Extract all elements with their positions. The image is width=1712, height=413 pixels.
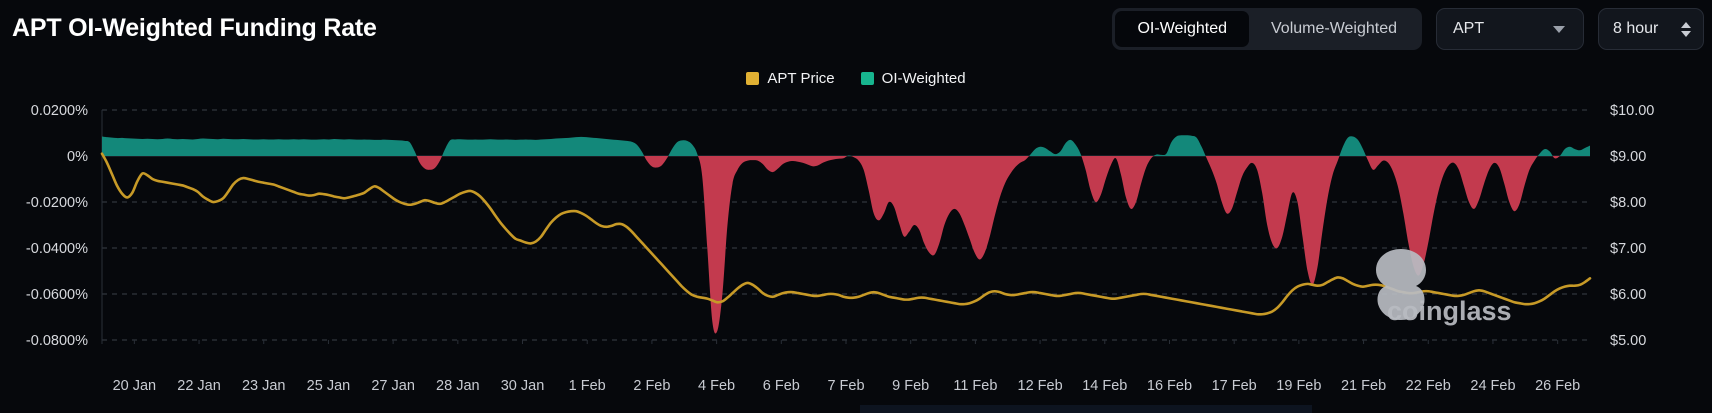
apt-price-line [100,152,1592,316]
horizontal-scroll-strip[interactable] [860,405,1312,413]
x-axis-tick-label: 16 Feb [1147,378,1192,394]
interval-stepper-value: 8 hour [1613,20,1659,37]
x-axis-tick-label: 7 Feb [827,378,864,394]
x-axis-tick-label: 24 Feb [1470,378,1515,394]
header-controls: OI-Weighted Volume-Weighted APT 8 hour [1112,8,1704,50]
x-axis-tick-label: 19 Feb [1276,378,1321,394]
x-axis-tick-label: 22 Feb [1406,378,1451,394]
chevron-down-icon [1553,25,1565,33]
y-axis-tick-label: -0.0400% [26,241,88,257]
y-axis-tick-label: -0.0600% [26,287,88,303]
legend-item-oi-weighted[interactable]: OI-Weighted [860,70,966,87]
x-axis-tick-label: 2 Feb [633,378,670,394]
x-axis-tick-label: 17 Feb [1212,378,1257,394]
x-axis-tick-label: 12 Feb [1018,378,1063,394]
x-axis-tick-label: 21 Feb [1341,378,1386,394]
tab-volume-weighted[interactable]: Volume-Weighted [1249,11,1419,47]
y2-axis-tick-label: $5.00 [1610,333,1646,349]
chart-area[interactable]: 0.0200% 0% -0.0200% -0.0400% -0.0600% -0.0800… [0,96,1712,413]
y2-axis-tick-label: $8.00 [1610,195,1646,211]
x-axis-tick-label: 6 Feb [763,378,800,394]
x-axis-tick-label: 27 Jan [371,378,415,394]
x-axis-tick-label: 14 Feb [1082,378,1127,394]
weighting-toggle-group[interactable]: OI-Weighted Volume-Weighted [1112,8,1422,50]
x-axis-tick-label: 11 Feb [953,378,997,394]
tab-oi-weighted[interactable]: OI-Weighted [1115,11,1249,47]
y-axis-tick-label: -0.0200% [26,195,88,211]
coinglass-watermark: coinglass [1376,249,1512,326]
x-axis-tick-label: 25 Jan [307,378,351,394]
y2-axis-tick-label: $6.00 [1610,287,1646,303]
x-axis-tick-label: 30 Jan [501,378,545,394]
y-axis-tick-label: 0% [67,149,88,165]
interval-stepper[interactable]: 8 hour [1598,8,1704,50]
legend-swatch-apt-price [746,72,760,85]
stepper-down-icon[interactable] [1681,30,1691,37]
y-axis-tick-label: -0.0800% [26,333,88,349]
legend-label-apt-price: APT Price [767,70,835,87]
legend-item-apt-price[interactable]: APT Price [746,70,835,87]
y2-axis-tick-label: $7.00 [1610,241,1646,257]
coinglass-watermark-text: coinglass [1387,296,1512,326]
stepper-up-icon[interactable] [1681,21,1691,28]
asset-select[interactable]: APT [1436,8,1584,50]
x-axis-tick-label: 20 Jan [113,378,157,394]
x-axis-tick-label: 4 Feb [698,378,735,394]
coinglass-logo-icon [1376,249,1426,320]
page-title: APT OI-Weighted Funding Rate [12,14,377,42]
asset-select-value: APT [1453,20,1485,37]
funding-rate-chart[interactable]: 0.0200% 0% -0.0200% -0.0400% -0.0600% -0.0800… [0,96,1712,413]
x-axis-tick-label: 1 Feb [569,378,606,394]
legend-label-oi-weighted: OI-Weighted [881,70,966,87]
funding-rate-positive-area [102,135,1590,156]
y2-axis-tick-label: $9.00 [1610,149,1646,165]
x-axis-tick-label: 26 Feb [1535,378,1580,394]
y-axis-tick-label: 0.0200% [31,103,88,119]
x-axis-tick-label: 28 Jan [436,378,480,394]
x-axis-tick-label: 9 Feb [892,378,929,394]
x-axis-tick-label: 23 Jan [242,378,286,394]
legend-swatch-oi-weighted [860,72,874,85]
stepper-arrows-icon[interactable] [1681,21,1691,37]
chart-legend: APT Price OI-Weighted [0,70,1712,87]
x-axis-tick-label: 22 Jan [177,378,221,394]
funding-rate-negative-area [102,156,1590,334]
y2-axis-tick-label: $10.00 [1610,103,1654,119]
widget-header: APT OI-Weighted Funding Rate OI-Weighted… [0,0,1712,58]
